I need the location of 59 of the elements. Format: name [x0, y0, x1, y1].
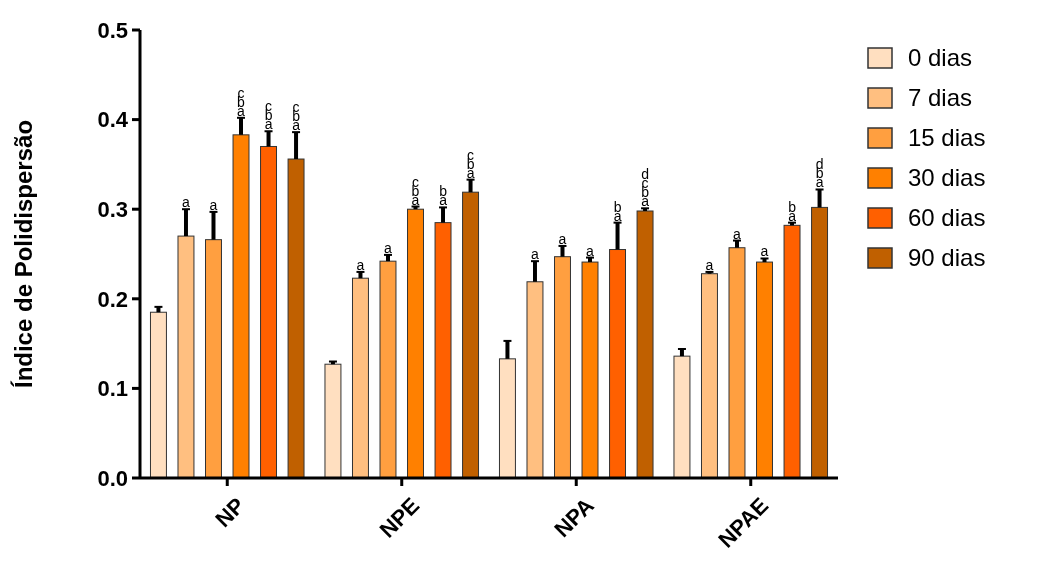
y-axis-title: Índice de Polidispersão [10, 119, 37, 389]
y-tick-label: 0.1 [97, 376, 128, 402]
data-label: dcba [641, 166, 650, 210]
y-tick-label: 0.4 [97, 107, 129, 133]
data-label: ba [439, 183, 448, 209]
bar [232, 134, 250, 479]
legend-label: 30 dias [908, 164, 986, 192]
data-label: a [356, 256, 365, 273]
legend-label: 15 dias [908, 124, 986, 152]
data-label: cba [264, 98, 273, 133]
legend-label: 60 dias [908, 204, 986, 232]
data-label: a [760, 243, 769, 260]
data-label: a [182, 194, 191, 211]
bar [260, 145, 278, 479]
bar [756, 261, 773, 479]
x-tick-label: NP [210, 492, 250, 533]
bar [462, 191, 480, 479]
legend-label: 0 dias [908, 44, 973, 72]
data-label: a [384, 239, 393, 256]
bar [636, 210, 654, 479]
bar [554, 256, 571, 479]
y-tick-label: 0.0 [97, 465, 128, 491]
data-label: cba [292, 99, 301, 134]
legend-label: 90 dias [908, 244, 986, 272]
bar [287, 158, 305, 479]
bar [498, 358, 516, 479]
bar [811, 206, 829, 479]
y-tick-label: 0.5 [97, 17, 128, 43]
y-tick-label: 0.3 [97, 196, 128, 222]
bar [407, 208, 424, 479]
legend-label: 7 dias [908, 84, 973, 112]
bar [205, 239, 222, 479]
data-label: a [558, 230, 567, 247]
bar [177, 235, 195, 479]
data-label: a [586, 242, 595, 259]
bar [324, 363, 342, 479]
data-label: ba [613, 198, 622, 224]
data-label: a [209, 196, 218, 213]
bar [434, 222, 452, 479]
bar [728, 247, 746, 479]
data-label: a [705, 256, 714, 273]
bar [609, 249, 627, 479]
bar [673, 355, 691, 479]
bar [379, 260, 397, 479]
bar [149, 311, 167, 479]
data-label: dba [815, 156, 824, 191]
data-label: a [531, 246, 540, 263]
bar [700, 273, 718, 479]
bar [783, 224, 801, 479]
y-tick-label: 0.2 [97, 286, 128, 312]
bar [351, 277, 369, 479]
data-label: ba [788, 198, 797, 224]
bar [581, 261, 599, 479]
bar [526, 281, 544, 479]
data-label: a [733, 225, 742, 242]
data-label: cba [466, 146, 475, 181]
data-label: cba [237, 84, 246, 119]
x-tick-label: NPA [549, 492, 599, 543]
data-label: cba [411, 173, 420, 208]
